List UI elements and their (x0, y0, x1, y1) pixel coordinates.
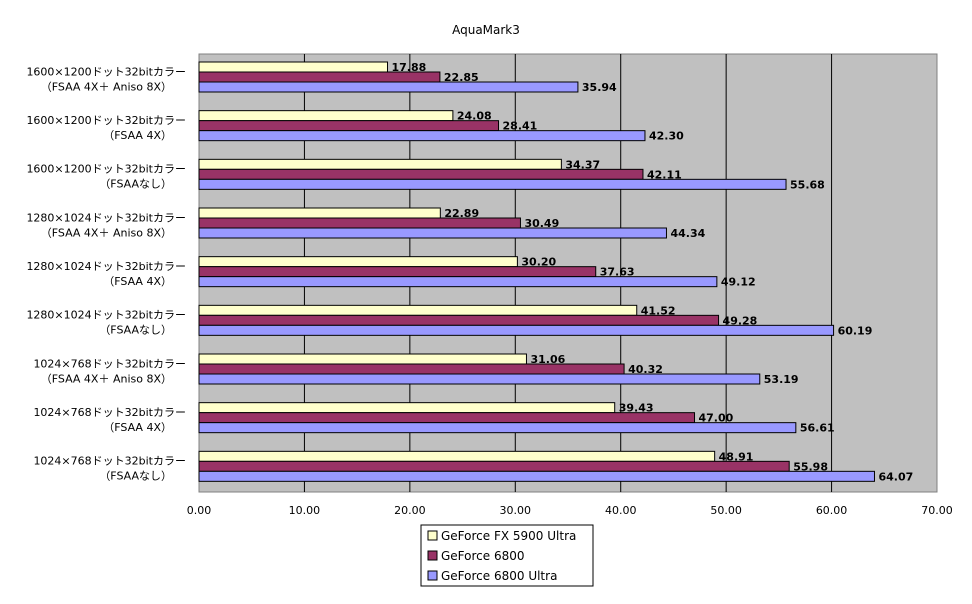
bar (198, 460, 790, 472)
category-label-line1: 1280×1024ドット32bitカラー (26, 211, 186, 224)
category-label-line1: 1600×1200ドット32bitカラー (26, 163, 186, 176)
bar (198, 158, 562, 170)
value-label: 17.88 (392, 61, 427, 74)
bar (198, 353, 527, 365)
category-label-line2: （FSAA 4X＋ Aniso 8X） (41, 372, 172, 385)
bar (198, 120, 500, 132)
value-label: 47.00 (699, 412, 734, 425)
value-label: 35.94 (582, 81, 617, 94)
value-label: 34.37 (565, 158, 600, 171)
value-label: 64.07 (878, 470, 913, 483)
value-label: 39.43 (619, 402, 654, 415)
bar (198, 450, 716, 462)
bar (198, 110, 454, 122)
legend-label: GeForce 6800 Ultra (441, 569, 557, 583)
x-tick-label: 60.00 (816, 504, 848, 517)
value-label: 49.12 (721, 276, 756, 289)
value-label: 56.61 (800, 422, 835, 435)
value-label: 41.52 (641, 304, 676, 317)
category-label-line1: 1024×768ドット32bitカラー (33, 455, 186, 468)
legend-label: GeForce 6800 (441, 549, 525, 563)
category-label-line2: （FSAAなし） (99, 324, 172, 337)
value-label: 22.85 (444, 71, 479, 84)
value-label: 40.32 (628, 363, 663, 376)
value-label: 55.98 (793, 460, 828, 473)
legend-swatch (427, 570, 438, 581)
chart-title: AquaMark3 (452, 23, 520, 37)
category-label-line1: 1600×1200ドット32bitカラー (26, 114, 186, 127)
category-label-line2: （FSAA 4X） (103, 129, 172, 142)
category-label-line2: （FSAA 4X） (103, 275, 172, 288)
legend-label: GeForce FX 5900 Ultra (441, 529, 576, 543)
category-label-line1: 1280×1024ドット32bitカラー (26, 260, 186, 273)
category-label-line2: （FSAA 4X） (103, 421, 172, 434)
category-label-line1: 1600×1200ドット32bitカラー (26, 65, 186, 78)
bar (198, 81, 579, 93)
x-tick-label: 30.00 (500, 504, 532, 517)
value-label: 37.63 (600, 266, 635, 279)
bar (198, 402, 616, 414)
value-label: 22.89 (444, 207, 479, 220)
legend-swatch (427, 530, 438, 541)
value-label: 55.68 (790, 178, 825, 191)
bar (198, 276, 718, 288)
category-label-line1: 1024×768ドット32bitカラー (33, 357, 186, 370)
category-label-line2: （FSAAなし） (99, 178, 172, 191)
value-label: 31.06 (530, 353, 565, 366)
category-label-line2: （FSAAなし） (99, 470, 172, 483)
x-tick-label: 0.00 (187, 504, 212, 517)
bar (198, 422, 797, 434)
bar (198, 207, 441, 219)
value-label: 28.41 (503, 120, 538, 133)
bar (198, 324, 835, 336)
category-label-line2: （FSAA 4X＋ Aniso 8X） (41, 226, 172, 239)
x-tick-label: 50.00 (710, 504, 742, 517)
bar (198, 256, 518, 268)
legend: GeForce FX 5900 Ultra GeForce 6800 GeForce… (420, 524, 594, 587)
value-label: 30.49 (524, 217, 559, 230)
bar (198, 373, 761, 385)
value-labels: 17.88 22.85 35.94 24.08 28.41 42.30 34.37 42.11… (392, 61, 914, 483)
value-label: 49.28 (723, 314, 758, 327)
value-label: 48.91 (719, 450, 754, 463)
x-tick-label: 20.00 (394, 504, 426, 517)
bar (198, 61, 389, 73)
bar (198, 227, 667, 239)
legend-box (420, 524, 594, 587)
category-label-line2: （FSAA 4X＋ Aniso 8X） (41, 80, 172, 93)
value-label: 24.08 (457, 110, 492, 123)
x-tick-labels: 0.00 10.00 20.00 30.00 40.00 50.00 60.00 70.00 (187, 504, 953, 517)
value-label: 60.19 (838, 324, 873, 337)
value-label: 42.30 (649, 130, 684, 143)
value-label: 42.11 (647, 168, 682, 181)
x-tick-label: 70.00 (921, 504, 953, 517)
x-tick-label: 40.00 (605, 504, 637, 517)
bar (198, 304, 638, 316)
category-labels: 1600×1200ドット32bitカラー （FSAA 4X＋ Aniso 8X） 1… (26, 65, 186, 482)
bars (198, 61, 875, 482)
legend-swatch (427, 550, 438, 561)
bar (198, 470, 875, 482)
value-label: 30.20 (521, 256, 556, 269)
value-label: 44.34 (670, 227, 705, 240)
category-label-line1: 1024×768ドット32bitカラー (33, 406, 186, 419)
bar (198, 178, 787, 190)
value-label: 53.19 (764, 373, 799, 386)
bar (198, 130, 646, 142)
x-tick-label: 10.00 (289, 504, 321, 517)
category-label-line1: 1280×1024ドット32bitカラー (26, 309, 186, 322)
